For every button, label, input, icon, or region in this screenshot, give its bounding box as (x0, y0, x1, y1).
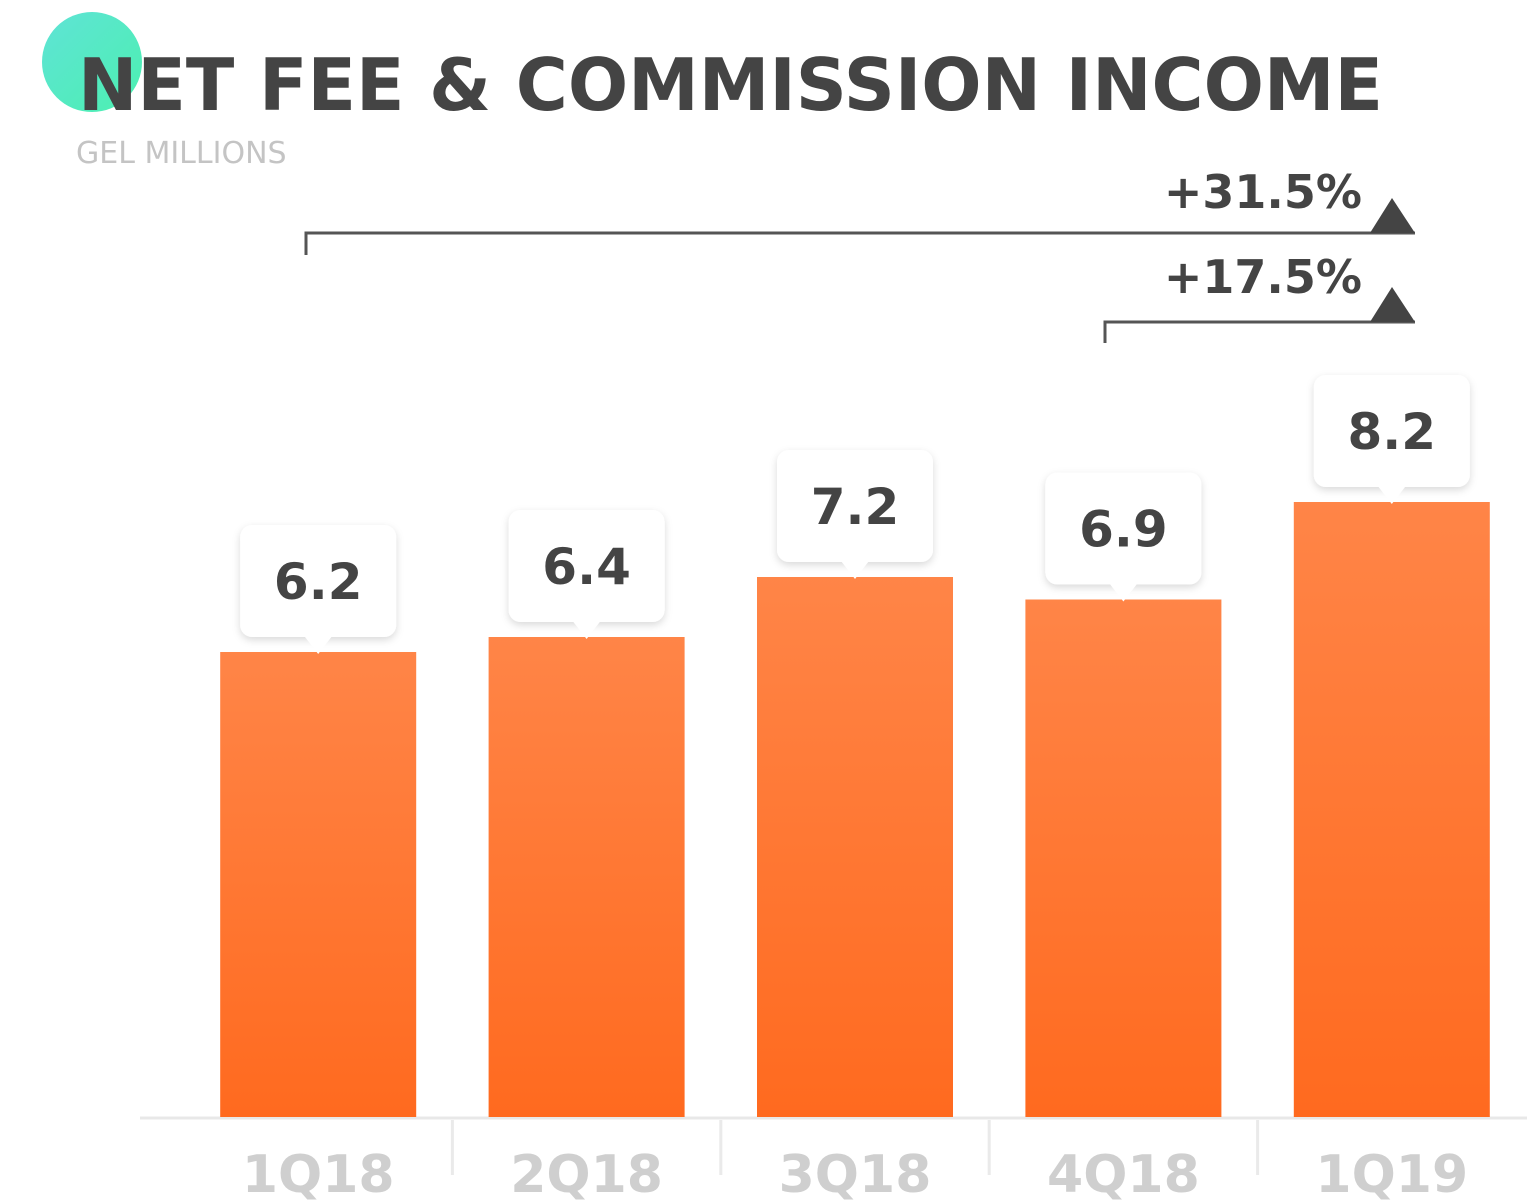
growth-label: +17.5% (1164, 250, 1362, 304)
value-label: 6.2 (274, 553, 363, 611)
x-tick-label: 3Q18 (779, 1145, 932, 1200)
bar (220, 652, 417, 1117)
bracket (304, 231, 1415, 255)
up-arrow (1370, 198, 1415, 233)
bar (488, 637, 685, 1117)
chart-subtitle: GEL MILLIONS (76, 136, 287, 171)
value-label: 6.4 (542, 538, 631, 596)
label-box (508, 510, 665, 622)
label-box (1045, 472, 1202, 585)
title-dot (42, 12, 142, 112)
label-pointer (1377, 486, 1406, 504)
label-pointer (304, 636, 333, 654)
label-pointer (841, 561, 869, 579)
growth-label: +31.5% (1164, 165, 1362, 219)
value-label: 6.9 (1079, 501, 1168, 559)
label-pointer (572, 621, 601, 639)
x-tick-label: 2Q18 (510, 1145, 663, 1200)
bar (1293, 502, 1490, 1117)
bar (757, 577, 953, 1117)
x-tick-label: 1Q19 (1315, 1145, 1468, 1200)
bar (1025, 599, 1222, 1117)
chart-title: NET FEE & COMMISSION INCOME (78, 43, 1383, 127)
label-box (1313, 375, 1470, 487)
x-tick-label: 1Q18 (242, 1145, 395, 1200)
x-tick-label: 4Q18 (1047, 1145, 1200, 1200)
label-pointer (1109, 583, 1138, 602)
bracket (1103, 320, 1415, 343)
label-box (240, 525, 397, 637)
up-arrow (1370, 287, 1415, 322)
value-label: 7.2 (811, 478, 900, 536)
label-box (777, 450, 933, 562)
value-label: 8.2 (1348, 403, 1437, 461)
